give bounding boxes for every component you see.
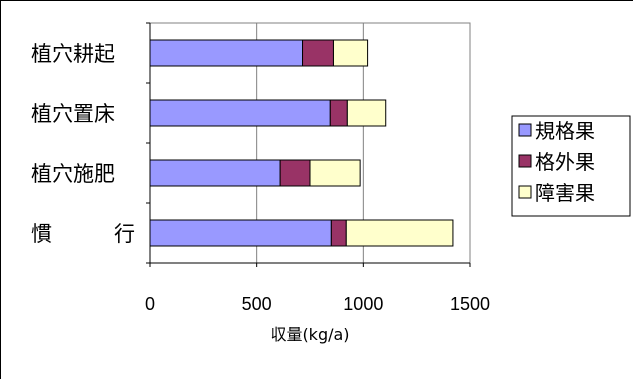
category-label: 植穴置床 — [31, 102, 115, 126]
legend-label: 規格果 — [535, 119, 595, 143]
bar-segment — [149, 99, 331, 127]
bar-segment — [330, 219, 347, 247]
axes — [146, 22, 471, 267]
category-label: 慣 行 — [31, 222, 135, 246]
bar-segment — [346, 99, 387, 127]
tick-labels: 0 500 1000 1500 — [145, 294, 490, 314]
bars — [149, 39, 454, 247]
category-label: 植穴耕起 — [31, 42, 115, 66]
bar-segment — [279, 159, 311, 187]
legend-label: 障害果 — [535, 181, 595, 205]
legend-box — [511, 115, 631, 217]
bar-segment — [149, 159, 281, 187]
x-axis-title: 収量(kg/a) — [270, 325, 349, 344]
x-tick-label: 1000 — [343, 294, 383, 314]
bar-segment — [302, 39, 334, 67]
bar-segment — [309, 159, 361, 187]
x-tick-label: 500 — [242, 294, 272, 314]
category-label: 植穴施肥 — [31, 162, 115, 186]
legend-swatch — [518, 185, 532, 199]
x-tick-label: 1500 — [450, 294, 490, 314]
bar-segment — [345, 219, 454, 247]
x-tick-label: 0 — [145, 294, 155, 314]
bar-segment — [149, 219, 332, 247]
bar-segment — [149, 39, 304, 67]
bar-segment — [332, 39, 369, 67]
legend-swatch — [518, 154, 532, 168]
bar-segment — [329, 99, 348, 127]
legend-label: 格外果 — [535, 150, 595, 174]
legend-swatch — [518, 123, 532, 137]
